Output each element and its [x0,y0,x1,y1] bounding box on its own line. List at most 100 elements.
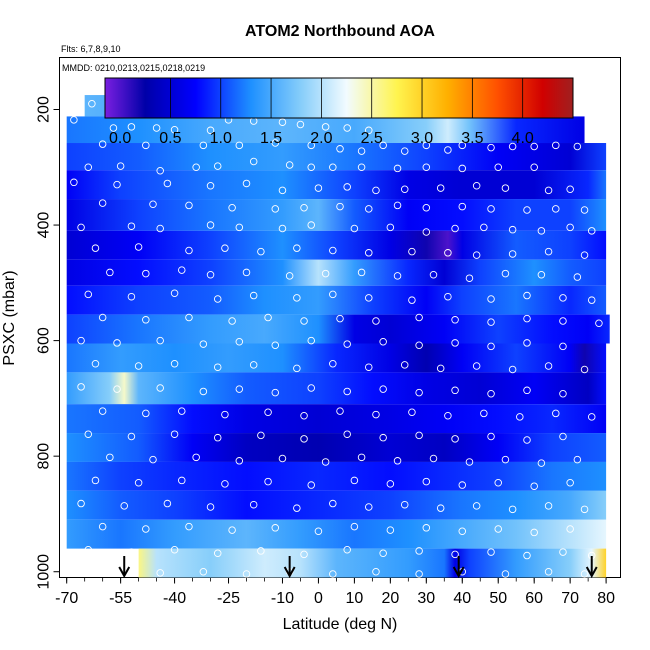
data-point [98,313,107,322]
data-point [451,435,459,443]
data-point [221,244,229,252]
data-point [422,163,431,172]
data-point [113,339,121,347]
data-point [516,413,524,421]
x-tick-label: 80 [597,590,615,607]
heat-band [66,433,607,462]
data-point [393,272,402,280]
data-point [365,249,373,257]
data-point [350,224,359,233]
heat-band [66,343,607,373]
data-point [451,386,459,395]
data-point [170,546,179,554]
data-point [465,274,474,282]
data-point [163,179,172,188]
data-point [199,141,208,150]
data-point [170,359,179,368]
data-point [559,317,567,325]
data-point [178,476,186,485]
data-point [587,227,596,235]
heat-band [66,372,607,405]
data-point [422,141,431,150]
data-point [487,548,495,556]
data-point [142,409,150,418]
data-point [436,184,445,192]
data-point [206,182,215,190]
data-point [422,524,431,532]
data-point [84,546,93,554]
data-point [264,477,272,486]
data-point [444,146,452,154]
data-point [185,313,193,322]
data-point [300,550,308,559]
data-point [113,180,121,189]
data-point [508,225,517,234]
data-point [329,163,337,172]
heat-band [66,259,607,286]
data-point [350,476,359,485]
data-point [213,549,222,557]
data-point [365,363,373,371]
x-tick-label: -40 [163,590,186,607]
data-point [242,179,251,188]
data-point [357,268,366,277]
data-point [307,481,315,489]
data-point [400,185,409,193]
data-point [472,251,481,259]
data-point [544,567,553,576]
data-point [357,147,366,155]
data-point [106,453,114,462]
data-point [127,292,136,301]
data-point [213,162,222,170]
data-point [343,387,351,396]
data-point [343,340,351,348]
data-point [400,147,409,155]
data-point [84,290,93,299]
colorbar-tick-label: 2.0 [310,130,332,147]
data-point [393,457,402,465]
data-point [544,247,553,256]
data-point [552,141,560,150]
data-point [185,246,193,255]
data-point [552,205,560,213]
data-point [343,183,351,191]
data-point [249,361,258,369]
data-point [271,205,280,213]
data-point [293,244,301,252]
data-point [127,222,136,230]
data-point [192,453,200,462]
y-tick-label: 800 [36,443,53,470]
data-point [293,504,301,512]
data-point [415,313,423,322]
data-point [451,224,459,233]
data-point [156,569,164,577]
data-point [185,522,193,531]
data-point [544,502,553,510]
data-point [451,550,459,559]
x-tick-label: 50 [489,590,507,607]
data-point [422,203,431,212]
data-point [178,407,186,415]
data-point [257,431,265,440]
data-point [228,203,236,212]
data-point [451,339,459,347]
data-point [206,270,215,279]
data-point [91,359,100,368]
data-point [98,522,107,531]
data-point [77,499,85,508]
data-point [559,390,567,398]
data-point [508,142,517,151]
data-point [293,294,301,302]
data-point [228,317,236,325]
data-point [109,124,118,132]
data-point [321,269,330,278]
data-point [537,459,546,467]
y-tick-label: 1000 [36,554,53,590]
data-point [415,431,423,440]
data-point [98,407,107,415]
x-axis-label: Latitude (deg N) [283,616,398,633]
data-point [487,342,495,351]
data-point [336,202,344,211]
data-point [192,163,200,172]
